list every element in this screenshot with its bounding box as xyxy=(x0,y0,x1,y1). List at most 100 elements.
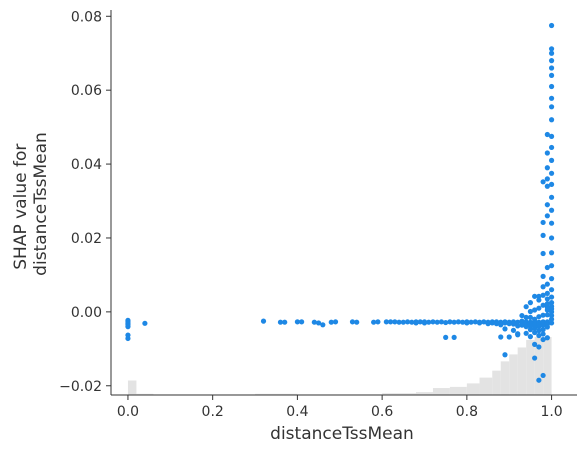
y-tick-label: −0.02 xyxy=(59,379,102,395)
scatter-point xyxy=(532,329,538,336)
scatter-point xyxy=(548,83,555,90)
x-axis-label: distanceTssMean xyxy=(270,424,414,444)
scatter-point xyxy=(493,321,500,327)
scatter-point xyxy=(544,131,550,138)
scatter-point xyxy=(548,250,555,256)
scatter-point xyxy=(396,319,402,325)
scatter-point xyxy=(502,320,508,326)
scatter-point xyxy=(519,312,525,319)
scatter-point xyxy=(489,320,495,326)
scatter-point xyxy=(523,330,529,336)
scatter-point xyxy=(544,324,550,330)
histogram-bar xyxy=(534,337,544,395)
scatter-point xyxy=(375,319,381,325)
scatter-point xyxy=(320,322,326,328)
scatter-point xyxy=(548,144,555,151)
scatter-point xyxy=(510,321,517,327)
scatter-point xyxy=(548,207,555,213)
scatter-point xyxy=(548,170,555,176)
scatter-point xyxy=(371,319,377,325)
histogram-bar xyxy=(526,339,535,395)
scatter-point xyxy=(548,300,555,306)
scatter-point xyxy=(328,319,334,325)
y-tick-label: 0.06 xyxy=(71,83,102,99)
scatter-point xyxy=(544,296,550,302)
scatter-point xyxy=(544,202,550,208)
x-tick-label: 0.0 xyxy=(117,404,139,420)
scatter-point xyxy=(502,352,508,358)
scatter-point xyxy=(548,320,555,326)
histogram-bar xyxy=(432,388,450,395)
scatter-point xyxy=(311,319,317,325)
scatter-point xyxy=(548,235,555,241)
scatter-point xyxy=(536,344,542,350)
y-axis-label: SHAP value for distanceTssMean xyxy=(11,132,51,276)
scatter-point xyxy=(540,322,546,328)
scatter-point xyxy=(506,321,512,327)
scatter-points-layer xyxy=(125,22,555,383)
scatter-point xyxy=(434,319,440,325)
scatter-point xyxy=(400,319,406,325)
scatter-point xyxy=(532,355,538,361)
axes-layer xyxy=(110,10,577,396)
scatter-point xyxy=(260,318,267,324)
scatter-point xyxy=(451,334,457,340)
histogram-bar xyxy=(479,377,493,395)
scatter-point xyxy=(540,219,546,226)
scatter-point xyxy=(515,323,521,329)
scatter-point xyxy=(388,319,394,325)
scatter-point xyxy=(548,316,555,322)
scatter-point xyxy=(519,322,525,328)
scatter-point xyxy=(548,65,555,71)
scatter-point xyxy=(544,304,550,311)
scatter-point xyxy=(548,194,555,200)
scatter-point xyxy=(417,319,423,325)
y-ticks: −0.02 0.00 0.02 0.04 0.06 0.08 xyxy=(59,9,111,395)
scatter-point xyxy=(443,319,449,326)
scatter-point xyxy=(536,324,542,330)
scatter-point xyxy=(544,176,550,182)
histogram-bar xyxy=(127,380,137,395)
scatter-point xyxy=(548,181,555,187)
histogram-bar xyxy=(492,370,501,395)
scatter-point xyxy=(548,276,555,282)
scatter-point xyxy=(527,334,534,340)
histogram-bar xyxy=(416,392,433,395)
scatter-point xyxy=(548,117,555,123)
scatter-point xyxy=(548,312,555,319)
scatter-point xyxy=(540,250,546,257)
scatter-point xyxy=(315,320,322,326)
scatter-point xyxy=(544,301,550,307)
scatter-point xyxy=(430,319,436,325)
scatter-point xyxy=(519,318,525,324)
scatter-point xyxy=(498,322,504,328)
x-tick-label: 0.6 xyxy=(371,404,393,420)
scatter-point xyxy=(548,303,555,309)
scatter-point xyxy=(443,334,449,340)
scatter-point xyxy=(540,331,546,337)
scatter-point xyxy=(383,319,389,325)
scatter-point xyxy=(536,377,542,383)
scatter-point xyxy=(536,305,542,311)
scatter-point xyxy=(502,326,508,332)
scatter-point xyxy=(548,46,555,52)
histogram-bar xyxy=(255,393,298,395)
scatter-point xyxy=(481,319,487,325)
y-tick-label: 0.04 xyxy=(71,157,102,173)
scatter-point xyxy=(294,319,300,325)
scatter-point xyxy=(409,319,415,325)
scatter-point xyxy=(451,319,457,325)
scatter-point xyxy=(532,325,538,331)
scatter-point xyxy=(544,183,550,189)
scatter-point xyxy=(532,341,538,347)
scatter-point xyxy=(498,334,504,340)
scatter-point xyxy=(523,314,529,321)
scatter-point xyxy=(299,319,305,325)
scatter-point xyxy=(455,319,461,325)
scatter-point xyxy=(354,319,360,325)
scatter-point xyxy=(548,263,555,269)
scatter-point xyxy=(515,319,521,325)
scatter-point xyxy=(548,58,555,64)
y-axis-label-line-1: SHAP value for xyxy=(11,144,31,270)
